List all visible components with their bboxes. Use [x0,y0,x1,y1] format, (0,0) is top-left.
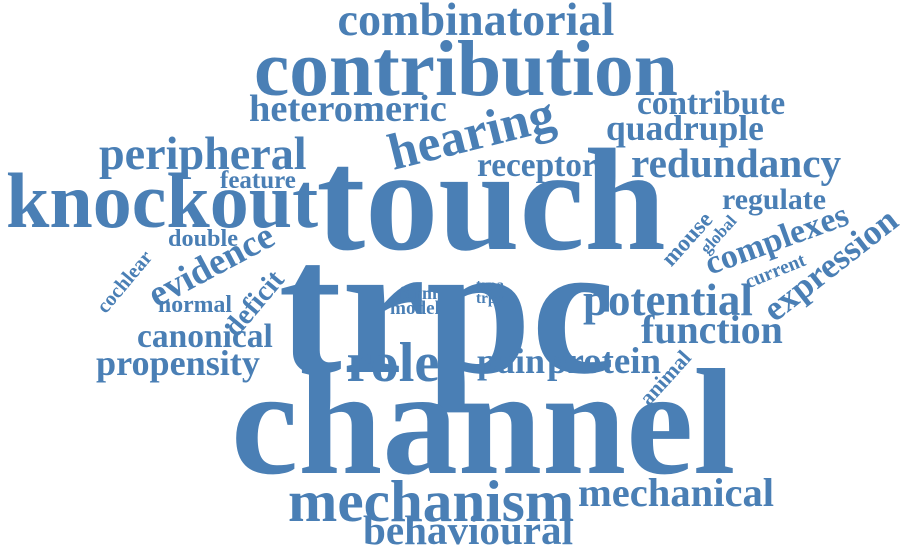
word-mechanism: mechanism [288,467,575,534]
word-propensity: propensity [96,343,260,383]
word-potential: potential [583,274,753,325]
word-contribution: contribution [254,24,678,113]
word-model: model [390,297,440,319]
word-knockout: knockout [6,157,319,244]
word-regulate: regulate [722,183,826,216]
word-trpv: trpv [476,289,505,307]
word-receptor: receptor [477,146,597,184]
word-canonical: canonical [137,318,273,355]
word-protein: protein [547,339,662,381]
word-channel: channel [231,337,736,506]
word-heteromeric: heteromeric [249,88,447,130]
word-function: function [641,307,783,352]
word-feature: feature [220,166,296,194]
word-contribute: contribute [637,84,786,122]
word-peripheral: peripheral [99,128,307,179]
word-touch: touch [316,119,666,281]
word-normal: normal [158,292,232,318]
word-combinatorial: combinatorial [337,0,615,45]
word-trpc: trpc [278,204,616,414]
word-redundancy: redundancy [631,139,842,186]
word-pain: pain [477,341,545,381]
word-behavioural: behavioural [363,506,573,547]
word-quadruple: quadruple [606,108,764,148]
word-form: form [399,283,437,303]
word-mechanical: mechanical [578,469,775,515]
word-double: double [168,225,238,252]
word-trpa: trpa [476,276,505,294]
word-role: role [346,332,440,394]
